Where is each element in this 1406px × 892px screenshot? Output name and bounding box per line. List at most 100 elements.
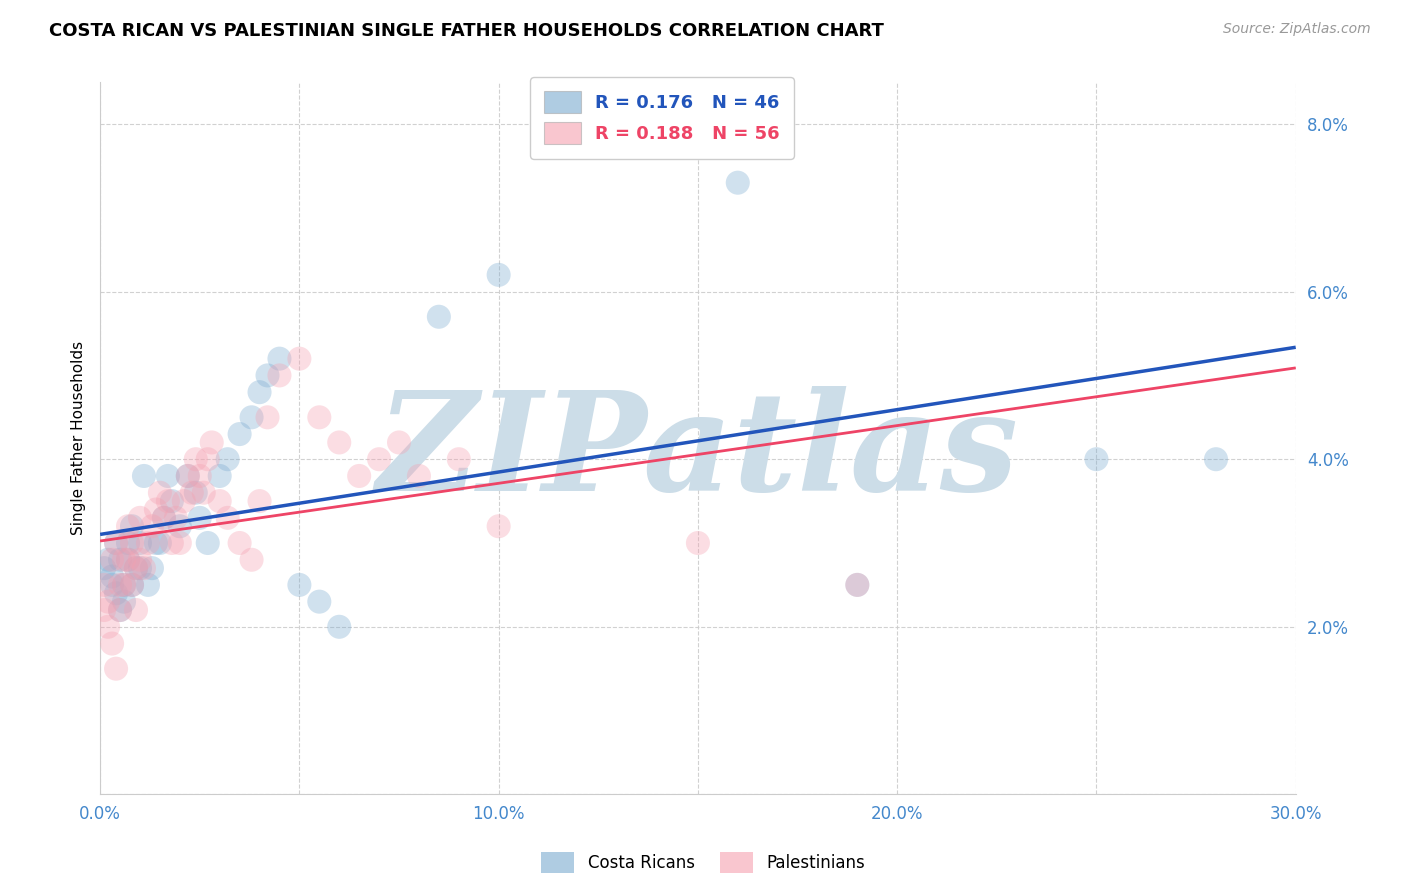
Point bbox=[727, 176, 749, 190]
Point bbox=[249, 385, 271, 400]
Point bbox=[169, 519, 191, 533]
Point bbox=[156, 494, 179, 508]
Point bbox=[105, 536, 128, 550]
Point bbox=[129, 511, 152, 525]
Point bbox=[269, 368, 291, 383]
Point bbox=[488, 268, 510, 282]
Point bbox=[93, 561, 115, 575]
Point bbox=[141, 519, 163, 533]
Point bbox=[149, 485, 172, 500]
Point bbox=[117, 553, 139, 567]
Point bbox=[686, 536, 709, 550]
Point bbox=[129, 536, 152, 550]
Point bbox=[228, 536, 250, 550]
Point bbox=[217, 452, 239, 467]
Point bbox=[193, 485, 215, 500]
Legend: Costa Ricans, Palestinians: Costa Ricans, Palestinians bbox=[534, 846, 872, 880]
Point bbox=[347, 469, 370, 483]
Point bbox=[177, 469, 200, 483]
Point bbox=[141, 561, 163, 575]
Point bbox=[201, 435, 224, 450]
Point bbox=[197, 536, 219, 550]
Point bbox=[249, 494, 271, 508]
Point bbox=[427, 310, 450, 324]
Point bbox=[288, 578, 311, 592]
Point bbox=[105, 536, 128, 550]
Point bbox=[184, 485, 207, 500]
Point bbox=[153, 511, 176, 525]
Point bbox=[256, 368, 278, 383]
Point bbox=[197, 452, 219, 467]
Point bbox=[308, 594, 330, 608]
Point bbox=[108, 603, 131, 617]
Point bbox=[125, 603, 148, 617]
Point bbox=[112, 578, 135, 592]
Point bbox=[156, 469, 179, 483]
Point bbox=[101, 578, 124, 592]
Point bbox=[129, 561, 152, 575]
Point bbox=[160, 494, 183, 508]
Point bbox=[145, 536, 167, 550]
Point bbox=[240, 553, 263, 567]
Point bbox=[93, 578, 115, 592]
Point bbox=[117, 553, 139, 567]
Point bbox=[217, 511, 239, 525]
Text: COSTA RICAN VS PALESTINIAN SINGLE FATHER HOUSEHOLDS CORRELATION CHART: COSTA RICAN VS PALESTINIAN SINGLE FATHER… bbox=[49, 22, 884, 40]
Point bbox=[208, 494, 231, 508]
Point bbox=[269, 351, 291, 366]
Point bbox=[125, 561, 148, 575]
Point bbox=[117, 519, 139, 533]
Point bbox=[256, 410, 278, 425]
Point bbox=[97, 620, 120, 634]
Point bbox=[188, 469, 211, 483]
Point bbox=[1205, 452, 1227, 467]
Point bbox=[108, 578, 131, 592]
Point bbox=[165, 511, 187, 525]
Point bbox=[328, 620, 350, 634]
Point bbox=[228, 427, 250, 442]
Point bbox=[388, 435, 411, 450]
Point bbox=[288, 351, 311, 366]
Point bbox=[129, 553, 152, 567]
Point bbox=[160, 536, 183, 550]
Point bbox=[136, 536, 159, 550]
Point bbox=[125, 561, 148, 575]
Point bbox=[93, 603, 115, 617]
Point bbox=[108, 603, 131, 617]
Point bbox=[97, 553, 120, 567]
Point bbox=[121, 578, 143, 592]
Point bbox=[121, 578, 143, 592]
Point bbox=[132, 469, 155, 483]
Point bbox=[180, 485, 202, 500]
Text: Source: ZipAtlas.com: Source: ZipAtlas.com bbox=[1223, 22, 1371, 37]
Point bbox=[408, 469, 430, 483]
Point bbox=[132, 561, 155, 575]
Point bbox=[169, 536, 191, 550]
Point bbox=[101, 553, 124, 567]
Point bbox=[121, 519, 143, 533]
Point bbox=[121, 536, 143, 550]
Point bbox=[184, 452, 207, 467]
Text: ZIPatlas: ZIPatlas bbox=[377, 385, 1019, 519]
Point bbox=[101, 569, 124, 583]
Point bbox=[112, 594, 135, 608]
Point bbox=[488, 519, 510, 533]
Point bbox=[177, 469, 200, 483]
Point bbox=[101, 636, 124, 650]
Point bbox=[173, 494, 195, 508]
Point bbox=[447, 452, 470, 467]
Point bbox=[105, 586, 128, 600]
Point bbox=[149, 536, 172, 550]
Point bbox=[328, 435, 350, 450]
Point bbox=[208, 469, 231, 483]
Point bbox=[117, 536, 139, 550]
Point bbox=[153, 511, 176, 525]
Point bbox=[105, 662, 128, 676]
Point bbox=[846, 578, 869, 592]
Y-axis label: Single Father Households: Single Father Households bbox=[72, 342, 86, 535]
Point bbox=[240, 410, 263, 425]
Point bbox=[308, 410, 330, 425]
Point bbox=[1085, 452, 1108, 467]
Point bbox=[108, 553, 131, 567]
Legend: R = 0.176   N = 46, R = 0.188   N = 56: R = 0.176 N = 46, R = 0.188 N = 56 bbox=[530, 77, 794, 159]
